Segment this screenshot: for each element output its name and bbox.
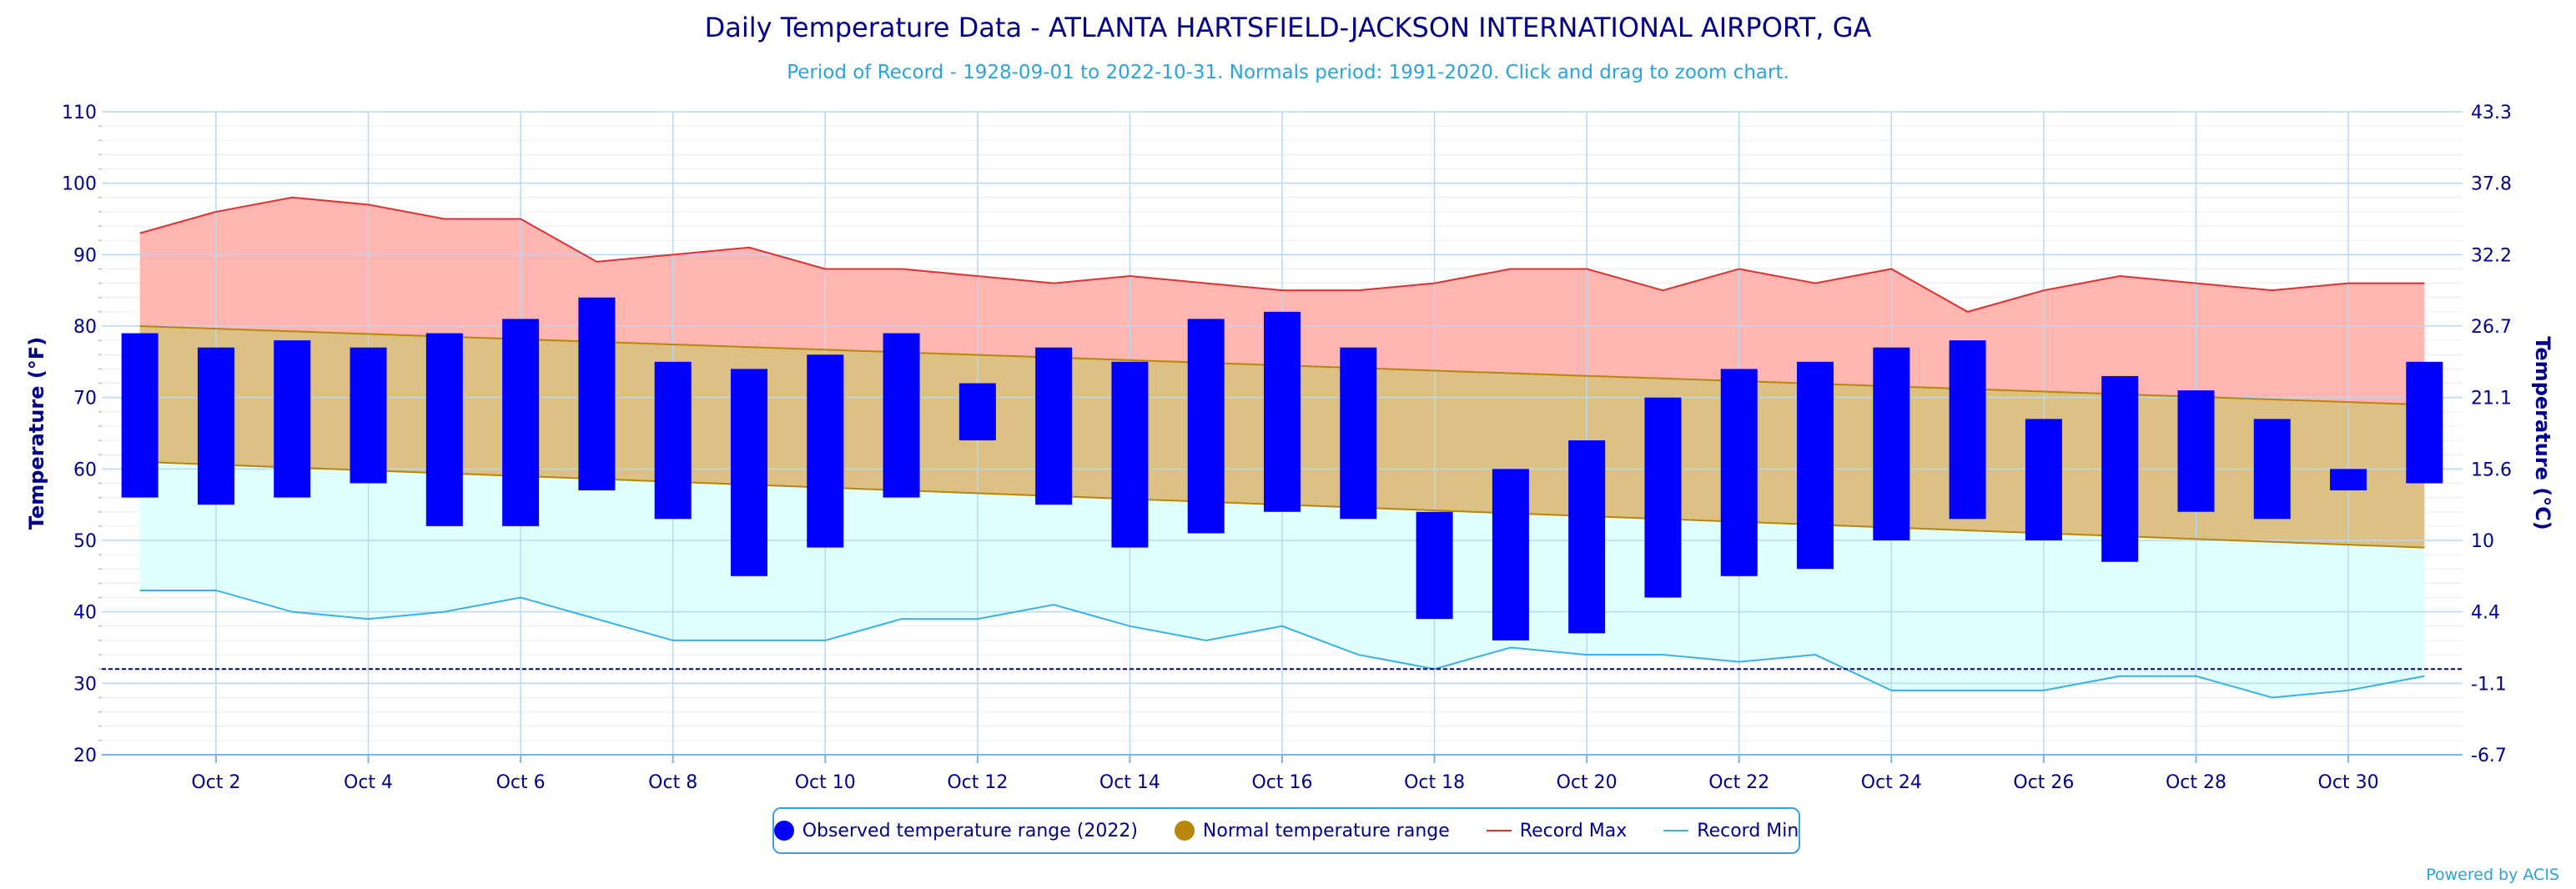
observed-bar[interactable] xyxy=(2101,375,2139,562)
observed-bar[interactable] xyxy=(1416,511,1453,620)
legend-normal[interactable]: Normal temperature range xyxy=(1174,820,1450,841)
y2-tick-label: 21.1 xyxy=(2471,389,2512,409)
x-tick-label: Oct 26 xyxy=(2013,772,2074,793)
observed-bar[interactable] xyxy=(2406,361,2443,484)
x-tick-label: Oct 10 xyxy=(795,772,856,793)
temperature-chart[interactable]: Oct 2 Oct 4 Oct 6 Oct 8 Oct 10 Oct 12 Oct 14 Oc… xyxy=(0,0,2576,801)
powered-by-credit[interactable]: Powered by ACIS xyxy=(2426,866,2559,884)
observed-bar[interactable] xyxy=(2177,390,2215,512)
record-min-line-icon xyxy=(1663,830,1689,831)
record-max-line xyxy=(139,196,2425,313)
y2-tick-label: -1.1 xyxy=(2471,674,2507,695)
y-tick-label: 90 xyxy=(73,245,97,266)
observed-bar[interactable] xyxy=(274,340,311,498)
observed-bar[interactable] xyxy=(1720,369,1758,576)
x-tick-label: Oct 30 xyxy=(2318,772,2379,793)
y2-tick-label: 43.3 xyxy=(2471,103,2512,123)
observed-bar[interactable] xyxy=(958,383,996,441)
x-tick-label: Oct 18 xyxy=(1404,772,1465,793)
legend-record-min-label: Record Min xyxy=(1697,820,1799,841)
observed-bar[interactable] xyxy=(883,333,920,498)
record-min-line xyxy=(139,589,2425,699)
observed-bar[interactable] xyxy=(121,333,158,498)
y-tick-label: 70 xyxy=(73,389,97,409)
observed-bar[interactable] xyxy=(2253,419,2291,520)
y-tick-label: 110 xyxy=(62,103,97,123)
x-tick-label: Oct 22 xyxy=(1708,772,1769,793)
y-tick-label: 50 xyxy=(73,531,97,552)
y-tick-label: 20 xyxy=(73,746,97,766)
x-tick-label: Oct 6 xyxy=(496,772,546,793)
y2-tick-label: -6.7 xyxy=(2471,746,2507,766)
observed-bar[interactable] xyxy=(1492,469,1529,640)
chart-legend: Observed temperature range (2022) Normal… xyxy=(772,807,1800,854)
observed-bar[interactable] xyxy=(1187,319,1225,534)
observed-bar[interactable] xyxy=(1111,361,1149,548)
y2-tick-label: 26.7 xyxy=(2471,317,2512,338)
x-tick-label: Oct 24 xyxy=(1861,772,1922,793)
observed-bar[interactable] xyxy=(1873,347,1910,540)
observed-bar[interactable] xyxy=(1340,347,1377,520)
y2-tick-label: 15.6 xyxy=(2471,460,2512,480)
x-tick-label: Oct 14 xyxy=(1099,772,1160,793)
observed-bar[interactable] xyxy=(1644,397,1682,598)
observed-bar[interactable] xyxy=(1797,361,1834,570)
observed-bar[interactable] xyxy=(2025,419,2062,540)
observed-bar[interactable] xyxy=(578,297,616,491)
observed-bar[interactable] xyxy=(807,354,844,548)
observed-bar[interactable] xyxy=(350,347,387,484)
x-tick-label: Oct 20 xyxy=(1557,772,1618,793)
observed-bar[interactable] xyxy=(1568,440,1606,634)
y2-axis-title: Temperature (°C) xyxy=(2531,336,2554,530)
y2-tick-label: 10 xyxy=(2471,531,2494,552)
observed-bar[interactable] xyxy=(1264,311,1301,512)
observed-bar[interactable] xyxy=(654,361,692,520)
x-tick-label: Oct 12 xyxy=(947,772,1008,793)
observed-swatch-icon xyxy=(773,821,794,841)
x-tick-label: Oct 2 xyxy=(191,772,240,793)
observed-bar[interactable] xyxy=(502,319,540,526)
y-tick-label: 80 xyxy=(73,317,97,338)
normal-swatch-icon xyxy=(1174,821,1195,841)
observed-bar[interactable] xyxy=(1035,347,1073,505)
y2-tick-label: 4.4 xyxy=(2471,603,2500,624)
x-tick-label: Oct 28 xyxy=(2166,772,2226,793)
observed-bar[interactable] xyxy=(425,333,463,526)
legend-record-max[interactable]: Record Max xyxy=(1486,820,1628,841)
x-tick-label: Oct 8 xyxy=(648,772,697,793)
y2-tick-label: 32.2 xyxy=(2471,245,2512,266)
y-tick-label: 100 xyxy=(62,174,97,195)
y2-tick-label: 37.8 xyxy=(2471,174,2512,195)
observed-bar[interactable] xyxy=(730,369,767,576)
y-axis-title: Temperature (°F) xyxy=(25,337,48,530)
legend-record-max-label: Record Max xyxy=(1519,820,1628,841)
y-tick-label: 60 xyxy=(73,460,97,480)
observed-bar[interactable] xyxy=(1949,340,1986,520)
legend-observed[interactable]: Observed temperature range (2022) xyxy=(773,820,1138,841)
x-tick-label: Oct 16 xyxy=(1251,772,1312,793)
legend-normal-label: Normal temperature range xyxy=(1202,820,1450,841)
x-tick-label: Oct 4 xyxy=(344,772,393,793)
y-tick-label: 30 xyxy=(73,674,97,695)
legend-record-min[interactable]: Record Min xyxy=(1663,821,1799,841)
y-tick-label: 40 xyxy=(73,603,97,624)
observed-bar[interactable] xyxy=(2330,469,2367,491)
legend-observed-label: Observed temperature range (2022) xyxy=(802,820,1138,841)
chart-subtitle: Period of Record - 1928-09-01 to 2022-10… xyxy=(787,62,1789,83)
chart-title: Daily Temperature Data - ATLANTA HARTSFI… xyxy=(704,12,1872,43)
record-max-line-icon xyxy=(1486,830,1512,831)
observed-bar[interactable] xyxy=(197,347,234,505)
